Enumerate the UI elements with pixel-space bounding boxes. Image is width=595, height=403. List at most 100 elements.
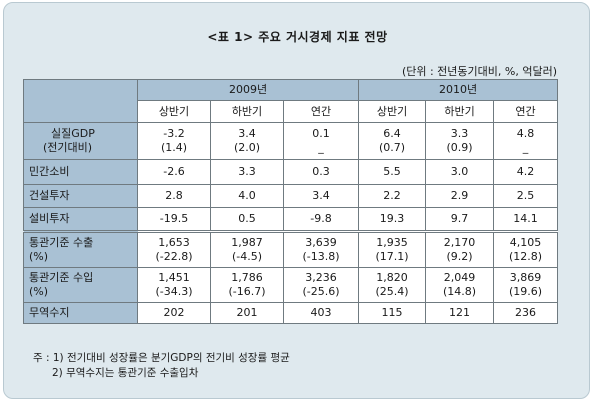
table-cell: 1,987 (-4.5): [210, 231, 284, 268]
row-label: 통관기준 수출 (%): [23, 231, 138, 268]
table-cell: 3.4: [282, 184, 360, 208]
row-label-line: (전기대비): [43, 141, 93, 154]
period-header: 하반기: [210, 100, 284, 123]
period-header: 연간: [282, 100, 360, 123]
year-header-2009: 2009년: [136, 79, 360, 101]
cell-value: 2,170: [443, 236, 476, 249]
period-header: 연간: [493, 100, 559, 123]
cell-value: 1,820: [376, 271, 408, 284]
cell-value: 3.3: [450, 127, 469, 140]
cell-value: 3,236: [305, 271, 337, 284]
cell-subvalue: (14.8): [442, 285, 477, 298]
cell-subvalue: (1.4): [160, 141, 188, 154]
row-label: 건설투자: [23, 184, 138, 208]
row-label: 실질GDP (전기대비): [23, 122, 138, 160]
table-cell: 3.3: [210, 159, 284, 185]
table-row: 통관기준 수출 (%) 1,653 (-22.8) 1,987 (-4.5) 3,6…: [23, 231, 559, 268]
cell-subvalue: (0.7): [378, 141, 406, 154]
table-cell: 121: [425, 302, 495, 324]
table-cell: 1,935 (17.1): [358, 231, 427, 268]
footnote-2: 2) 무역수지는 통관기준 수출입차: [52, 367, 199, 379]
table-cell: 4.0: [210, 184, 284, 208]
table-cell: 0.5: [210, 207, 284, 233]
table-cell: 1,653 (-22.8): [137, 231, 211, 268]
row-label: 통관기준 수입 (%): [23, 267, 138, 303]
cell-value: 3.4: [238, 127, 256, 140]
table-cell: 3,869 (19.6): [493, 267, 559, 303]
cell-value: 3,639: [305, 236, 337, 249]
table-cell: 3.3 (0.9): [425, 122, 495, 160]
period-header: 하반기: [425, 100, 495, 123]
table-cell: 1,451 (-34.3): [137, 267, 211, 303]
table-cell: 202: [137, 302, 211, 324]
cell-subvalue: (19.6): [509, 285, 543, 298]
table-cell: 4.2: [493, 159, 559, 185]
table-cell: 5.5: [358, 159, 427, 185]
table-cell: 115: [358, 302, 427, 324]
table-cell: 3,236 (-25.6): [282, 267, 360, 303]
table-cell: -2.6: [137, 159, 211, 185]
table-cell: 0.1 _: [282, 122, 360, 160]
table-title: <표 1> 주요 거시경제 지표 전망: [207, 30, 388, 44]
table-cell: 2.5: [493, 184, 559, 208]
row-label: 민간소비: [23, 159, 138, 185]
table-cell: 0.3: [282, 159, 360, 185]
cell-value: 1,451: [158, 271, 190, 284]
cell-value: 0.1: [312, 127, 330, 140]
cell-subvalue: (-16.7): [228, 285, 266, 298]
table-cell: -3.2 (1.4): [137, 122, 211, 160]
cell-value: 2,049: [443, 271, 476, 284]
cell-subvalue: (2.0): [233, 141, 261, 154]
cell-subvalue: (-34.3): [155, 285, 193, 298]
table-cell: 1,786 (-16.7): [210, 267, 284, 303]
row-label-line: (%): [29, 285, 49, 298]
table-cell: 4.8 _: [493, 122, 559, 160]
cell-subvalue: (-25.6): [302, 285, 340, 298]
table-row: 통관기준 수입 (%) 1,451 (-34.3) 1,786 (-16.7) 3,…: [23, 267, 559, 303]
cell-value: 1,987: [231, 236, 263, 249]
table-cell: -9.8: [282, 207, 360, 233]
table-cell: -19.5: [137, 207, 211, 233]
year-header-2010: 2010년: [358, 79, 559, 101]
table-cell: 3.4 (2.0): [210, 122, 284, 160]
economic-indicators-table: 2009년 2010년 상반기 하반기 연간 상반기 하반기 연간 실질GDP …: [23, 79, 559, 324]
cell-subvalue: (0.9): [446, 141, 473, 154]
table-cell: 4,105 (12.8): [493, 231, 559, 268]
cell-subvalue: (17.1): [375, 250, 409, 263]
table-cell: 2,170 (9.2): [425, 231, 495, 268]
cell-subvalue: (12.8): [509, 250, 543, 263]
header-corner-cell: [23, 79, 138, 123]
unit-note: (단위 : 전년동기대비, %, 억달러): [401, 65, 557, 78]
table-cell: 19.3: [358, 207, 427, 233]
period-header: 상반기: [137, 100, 211, 123]
cell-value: 1,653: [158, 236, 190, 249]
cell-subvalue: _: [318, 141, 324, 154]
table-row: 설비투자 -19.5 0.5 -9.8 19.3 9.7 14.1: [23, 207, 559, 233]
table-cell: 201: [210, 302, 284, 324]
cell-value: -3.2: [163, 127, 185, 140]
row-label-line: 통관기준 수출: [29, 236, 94, 249]
cell-value: 3,869: [509, 271, 542, 284]
table-cell: 3,639 (-13.8): [282, 231, 360, 268]
table-cell: 9.7: [425, 207, 495, 233]
table-row: 건설투자 2.8 4.0 3.4 2.2 2.9 2.5: [23, 184, 559, 208]
cell-value: 4,105: [509, 236, 542, 249]
row-label: 설비투자: [23, 207, 138, 233]
cell-subvalue: (-4.5): [231, 250, 263, 263]
table-cell: 14.1: [493, 207, 559, 233]
table-row: 무역수지 202 201 403 115 121 236: [23, 302, 559, 324]
table-cell: 3.0: [425, 159, 495, 185]
table-cell: 236: [493, 302, 559, 324]
cell-subvalue: (-13.8): [302, 250, 340, 263]
table-cell: 1,820 (25.4): [358, 267, 427, 303]
cell-value: 1,935: [376, 236, 408, 249]
table-row: 민간소비 -2.6 3.3 0.3 5.5 3.0 4.2: [23, 159, 559, 185]
cell-value: 6.4: [383, 127, 401, 140]
footnote-1: 주 : 1) 전기대비 성장률은 분기GDP의 전기비 성장률 평균: [33, 352, 290, 364]
table-cell: 403: [282, 302, 360, 324]
cell-subvalue: _: [522, 141, 529, 154]
cell-subvalue: (25.4): [375, 285, 409, 298]
cell-value: 4.8: [516, 127, 535, 140]
table-row: 실질GDP (전기대비) -3.2 (1.4) 3.4 (2.0) 0.1 _ 6.4…: [23, 122, 559, 160]
row-label-line: 실질GDP: [51, 127, 95, 140]
